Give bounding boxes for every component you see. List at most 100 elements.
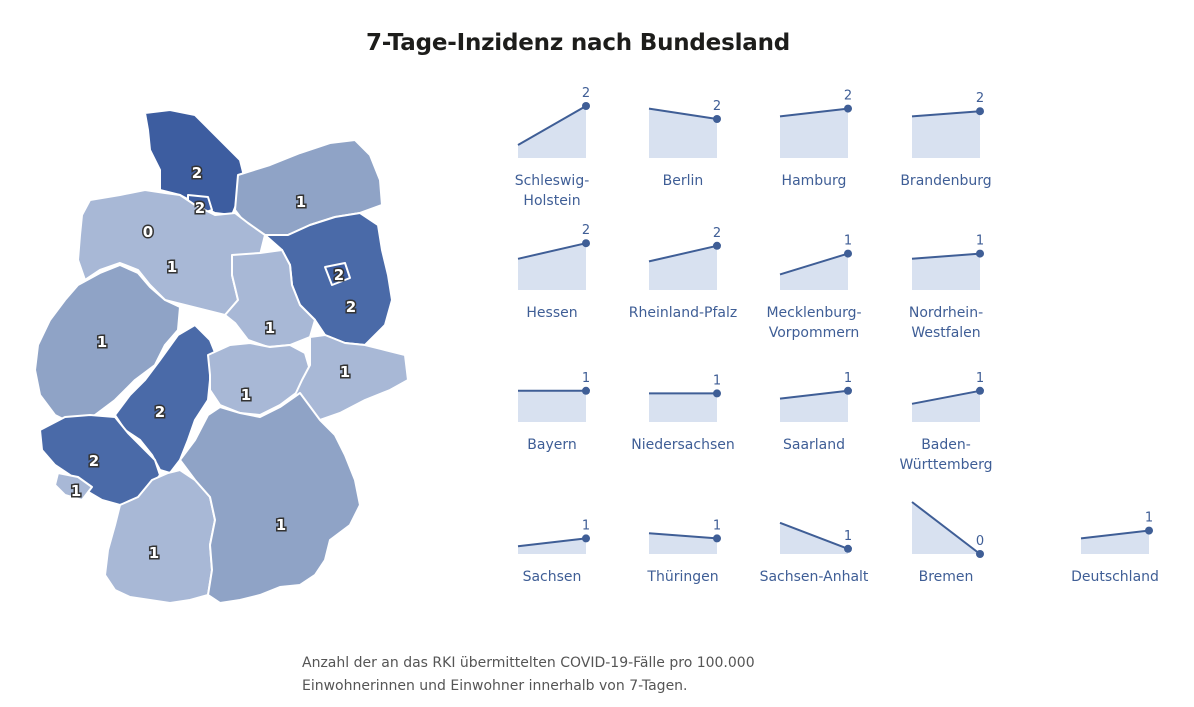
- sparkline-line: [911, 389, 981, 405]
- sparkline-label: Schleswig-Holstein: [515, 173, 590, 209]
- sparkline-value: 2: [582, 86, 590, 101]
- sparkline-value: 2: [976, 91, 984, 106]
- map-value-bremen: 0: [143, 223, 153, 241]
- sparkline-line: [911, 110, 981, 118]
- sparkline-endpoint: [582, 102, 590, 110]
- sparkline-value: 0: [976, 534, 984, 549]
- map-value-hessen: 2: [155, 403, 165, 421]
- sparkline: 0 Bremen: [911, 501, 984, 585]
- sparkline-area: [649, 108, 717, 158]
- state-saarland[interactable]: [54, 472, 93, 501]
- map-value-saarland: 1: [71, 482, 81, 500]
- sparkline-value: 1: [976, 371, 984, 386]
- sparkline-endpoint: [844, 386, 852, 395]
- sparkline-endpoint: [976, 386, 984, 395]
- sparkline-value: 1: [976, 234, 984, 249]
- sparkline: 2 Hessen: [517, 223, 590, 321]
- sparkline-endpoint: [844, 104, 852, 113]
- sparkline-endpoint: [844, 249, 852, 258]
- sparkline-value: 2: [713, 226, 721, 241]
- sparkline-endpoint: [976, 249, 984, 258]
- sparkline-endpoint: [976, 550, 984, 558]
- sparkline: 2 Brandenburg: [900, 91, 991, 189]
- sparkline-area: [1081, 530, 1149, 554]
- state-nordrhein-westfalen[interactable]: [34, 264, 181, 426]
- sparkline: 1 Sachsen: [517, 518, 590, 585]
- sparkline-value: 1: [844, 529, 852, 544]
- sparkline-endpoint: [1145, 526, 1153, 535]
- map-value-nordrhein-westfalen: 1: [97, 333, 107, 351]
- sparkline-value: 1: [844, 234, 852, 249]
- sparkline-label: Thüringen: [646, 569, 718, 585]
- sparkline-label: Saarland: [783, 437, 845, 453]
- sparkline-line: [517, 242, 587, 260]
- chart-title: 7-Tage-Inzidenz nach Bundesland: [365, 30, 791, 56]
- map-value-bayern: 1: [276, 516, 286, 534]
- sparkline-line: [779, 521, 849, 550]
- sparkline-line: [911, 501, 981, 555]
- sparkline-label: Nordrhein-Westfalen: [909, 305, 983, 341]
- state-berlin[interactable]: [324, 262, 351, 286]
- sparkline: 1 Bayern: [518, 371, 590, 453]
- sparkline-endpoint: [976, 107, 984, 116]
- sparkline-line: [779, 107, 849, 118]
- sparkline-endpoint: [713, 389, 721, 398]
- sparkline-label: Hamburg: [782, 173, 847, 189]
- map-value-hamburg: 2: [195, 199, 205, 217]
- sparkline-endpoint: [713, 115, 721, 123]
- map-value-rheinland-pfalz: 2: [89, 452, 99, 470]
- sparkline-area: [518, 106, 586, 158]
- map-value-thueringen: 1: [241, 386, 251, 404]
- map-value-niedersachsen: 1: [167, 258, 177, 276]
- sparkline-line: [517, 105, 587, 146]
- map-value-sachsen-anhalt: 1: [265, 319, 275, 337]
- footnote: Anzahl der an das RKI übermittelten COVI…: [302, 655, 755, 694]
- germany-map: 2 2 0 1 1 2 2 1 1 2 1 1 2 1 1 1: [34, 109, 409, 604]
- sparkline-line: [517, 537, 587, 548]
- sparkline-area: [912, 390, 980, 422]
- sparkline: 1 Niedersachsen: [631, 373, 734, 453]
- sparkline-label: Sachsen: [523, 569, 582, 585]
- sparkline: 2 Schleswig-Holstein: [515, 86, 590, 209]
- sparkline-area: [912, 111, 980, 158]
- sparkline: 2 Rheinland-Pfalz: [629, 226, 737, 321]
- sparkline-line: [911, 252, 981, 260]
- sparkline-endpoint: [582, 239, 590, 248]
- map-value-schleswig-holstein: 2: [192, 164, 202, 182]
- sparkline-endpoint: [713, 241, 721, 250]
- sparkline-value: 1: [582, 518, 590, 533]
- sparkline-line: [779, 389, 849, 400]
- sparkline-area: [518, 390, 586, 422]
- sparkline: 1 Deutschland: [1071, 511, 1159, 585]
- state-bayern[interactable]: [179, 392, 361, 604]
- map-value-brandenburg: 2: [346, 298, 356, 316]
- sparkline-value: 1: [844, 371, 852, 386]
- sparkline-value: 2: [582, 223, 590, 238]
- sparkline-label: Brandenburg: [900, 173, 991, 189]
- state-sachsen-anhalt[interactable]: [224, 249, 316, 348]
- sparkline-value: 2: [844, 89, 852, 104]
- sparkline: 1 Baden-Württemberg: [899, 371, 992, 473]
- sparkline-endpoint: [582, 534, 590, 543]
- sparkline-area: [518, 243, 586, 290]
- sparkline-endpoint: [713, 534, 721, 543]
- sparkline-area: [912, 253, 980, 290]
- sparkline-label: Baden-Württemberg: [899, 437, 992, 473]
- sparkline: 1 Mecklenburg-Vorpommern: [766, 234, 861, 341]
- sparkline-area: [780, 522, 848, 554]
- sparkline-label: Niedersachsen: [631, 437, 734, 453]
- sparkline-label: Mecklenburg-Vorpommern: [766, 305, 861, 341]
- sparkline-value: 1: [713, 373, 721, 388]
- map-value-baden-wuerttemberg: 1: [149, 544, 159, 562]
- sparkline-value: 1: [1145, 511, 1153, 526]
- sparkline-label: Bayern: [527, 437, 576, 453]
- sparkline-grid: 2 Schleswig-Holstein 2 Berlin 2 Hamburg 2 Brand…: [515, 86, 1159, 585]
- map-value-sachsen: 1: [340, 363, 350, 381]
- sparkline-value: 2: [713, 99, 721, 114]
- sparkline-area: [780, 253, 848, 290]
- sparkline-line: [1080, 529, 1150, 540]
- sparkline: 1 Nordrhein-Westfalen: [909, 234, 984, 341]
- sparkline-line: [779, 252, 849, 276]
- state-sachsen[interactable]: [294, 334, 409, 421]
- map-value-mecklenburg-vorpommern: 1: [296, 193, 306, 211]
